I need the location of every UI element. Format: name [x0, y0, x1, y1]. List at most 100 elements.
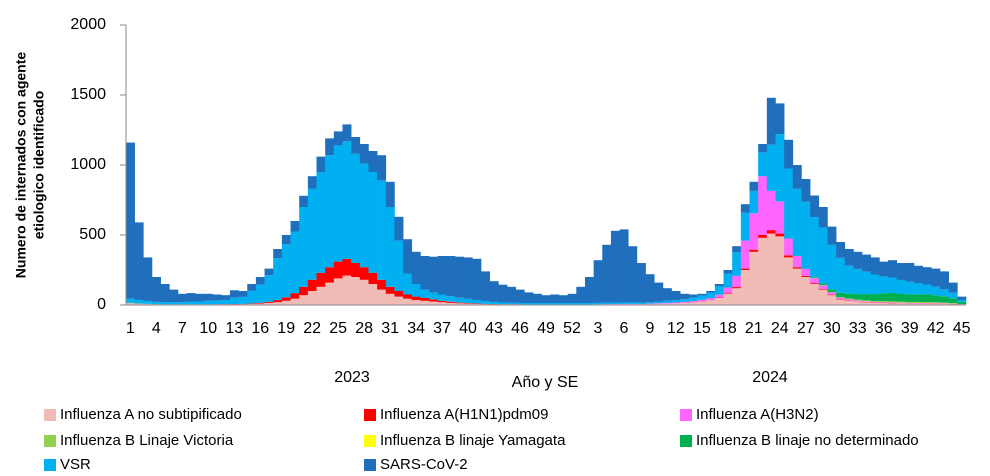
bar-segment: [333, 131, 343, 146]
bar-segment: [134, 222, 144, 300]
bar-segment: [680, 302, 690, 305]
bar-segment: [706, 292, 716, 299]
bar-segment: [948, 303, 958, 304]
y-tick-label: 2000: [70, 16, 106, 33]
bar-segment: [307, 188, 317, 280]
bar-segment: [836, 242, 846, 258]
bar-segment: [151, 301, 161, 305]
bar-segment: [853, 268, 863, 295]
bar-segment: [940, 289, 949, 297]
bar-segment: [558, 295, 568, 304]
bar-segment: [264, 268, 274, 276]
bar-segment: [853, 301, 863, 305]
bar-segment: [377, 289, 387, 305]
bar-segment: [238, 296, 248, 304]
bar-segment: [905, 263, 915, 282]
bar-segment: [151, 277, 161, 302]
bar-segment: [792, 268, 802, 305]
bar-segment: [455, 302, 465, 304]
bar-segment: [472, 303, 482, 305]
bar-segment: [403, 239, 413, 274]
bar-segment: [931, 302, 941, 304]
bar-segment: [524, 292, 534, 304]
bar-segment: [411, 251, 421, 284]
bar-segment: [922, 267, 932, 285]
legend-label: Influenza B linaje Yamagata: [380, 432, 566, 449]
bar-segment: [654, 303, 664, 304]
bar-segment: [437, 300, 447, 303]
bar-segment: [420, 300, 430, 305]
x-tick-label: 45: [953, 320, 971, 337]
bar-segment: [411, 296, 421, 301]
bar-segment: [905, 281, 915, 295]
bar-segment: [766, 144, 776, 191]
bar-segment: [862, 254, 872, 272]
x-tick-label: 22: [303, 320, 321, 337]
bar-segment: [610, 302, 620, 305]
bar-segment: [385, 293, 395, 305]
bar-segment: [160, 284, 170, 303]
bar-segment: [922, 302, 932, 304]
legend-label: Influenza A no subtipificado: [60, 406, 242, 423]
x-tick-label: 10: [199, 320, 217, 337]
bar-segment: [229, 297, 239, 305]
bar-segment: [619, 302, 629, 304]
bar-segment: [836, 292, 846, 298]
bar-segment: [758, 235, 768, 238]
x-tick-label: 4: [152, 320, 161, 337]
bar-segment: [420, 298, 430, 301]
bar-segment: [446, 302, 456, 305]
bar-segment: [732, 246, 742, 253]
bar-segment: [359, 279, 369, 305]
bar-segment: [931, 286, 941, 296]
y-tick-label: 1500: [70, 86, 106, 103]
bar-segment: [662, 300, 672, 303]
x-tick-label: 15: [693, 320, 711, 337]
legend-swatch: [364, 409, 376, 421]
bar-segment: [247, 290, 257, 304]
bar-segment: [948, 292, 958, 299]
bar-segment: [792, 165, 802, 189]
bar-segment: [281, 244, 291, 298]
bar-segment: [723, 293, 733, 294]
bar-segment: [775, 233, 785, 237]
bar-segment: [255, 303, 265, 305]
bar-segment: [896, 301, 906, 303]
bar-segment: [273, 302, 283, 305]
bar-segment: [299, 286, 309, 296]
bar-segment: [775, 236, 785, 305]
bar-segment: [844, 265, 854, 294]
bar-segment: [940, 302, 949, 304]
bar-segment: [784, 257, 794, 305]
bar-segment: [212, 294, 222, 301]
bar-segment: [740, 268, 750, 270]
bar-segment: [714, 286, 724, 295]
bar-segment: [836, 297, 846, 299]
bar-segment: [394, 291, 404, 297]
bar-segment: [940, 296, 949, 303]
bar-segment: [723, 293, 733, 305]
bar-segment: [688, 297, 698, 301]
bar-segment: [870, 301, 880, 303]
bar-segment: [948, 282, 958, 293]
bar-segment: [610, 230, 620, 303]
bar-segment: [870, 294, 880, 302]
bar-segment: [437, 302, 447, 305]
bar-segment: [394, 240, 404, 291]
bar-segment: [342, 275, 352, 305]
legend-swatch: [44, 409, 56, 421]
bar-segment: [584, 277, 594, 304]
bar-segment: [177, 293, 187, 303]
bar-segment: [143, 257, 153, 301]
x-tick-label: 34: [407, 320, 425, 337]
bar-segment: [914, 294, 924, 302]
bar-segment: [862, 301, 872, 302]
bar-segment: [576, 286, 586, 304]
bar-segment: [896, 303, 906, 305]
bar-segment: [654, 301, 664, 304]
bar-segment: [818, 285, 828, 289]
bar-segment: [481, 271, 491, 302]
bar-segment: [134, 299, 144, 304]
bar-segment: [671, 291, 681, 300]
